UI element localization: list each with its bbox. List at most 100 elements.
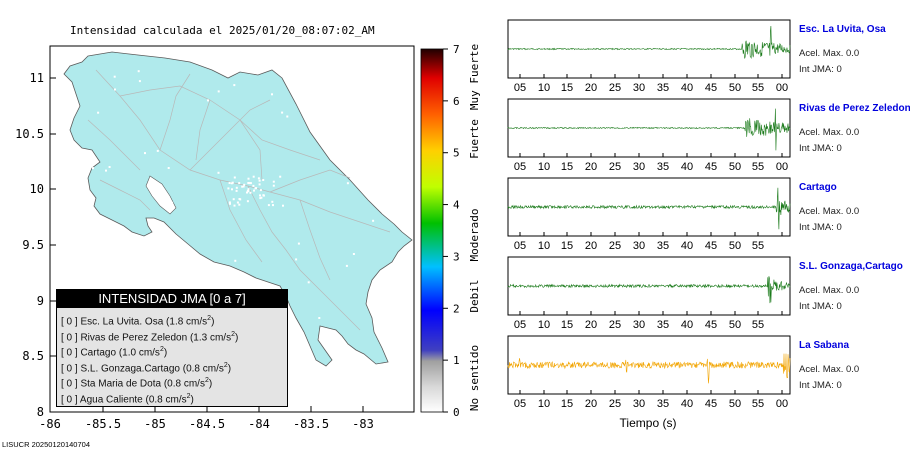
locality-point [233, 176, 236, 179]
map-x-tick-label: -85.5 [85, 417, 121, 431]
locality-point [252, 184, 255, 187]
intensity-scale-categories: Muy Fuerte Fuerte Moderado Debil No sentido [468, 44, 481, 411]
seismogram-tick-label: 15 [561, 161, 573, 173]
seismogram-trace [507, 353, 791, 384]
station-name: Rivas de Perez Zeledon [799, 103, 910, 114]
seismogram-tick-label: 20 [585, 240, 597, 252]
legend-rows: [ 0 ] Esc. La Uvita. Osa (1.8 cm/s2)[ 0 … [57, 308, 287, 405]
legend-value: (0.8 cm/s [145, 394, 187, 406]
seismogram-tick-label: 45 [705, 398, 717, 410]
locality-point [258, 179, 261, 182]
legend-jma: [ 0 ] [61, 394, 80, 406]
seismogram-tick-label: 50 [729, 82, 741, 94]
locality-point [307, 281, 310, 284]
map-x-tick-label: -86 [39, 417, 61, 431]
seismogram-tick-label: 10 [538, 319, 550, 331]
seismogram-tick-label: 25 [609, 319, 621, 331]
legend-value: (1.3 cm/s [189, 331, 232, 343]
locality-point [92, 274, 95, 277]
seismogram-tick-label: 00 [776, 398, 788, 410]
seismogram-tick-label: 50 [729, 240, 741, 252]
legend-station: Cartago [80, 347, 119, 359]
locality-point [217, 90, 220, 93]
station-name: Esc. La Uvita, Osa [799, 24, 886, 35]
station-name: La Sabana [799, 340, 850, 351]
seismogram-tick-label: 35 [657, 161, 669, 173]
seismogram-tick-label: 50 [729, 319, 741, 331]
locality-point [297, 242, 300, 245]
locality-point [252, 175, 255, 178]
station-name: S.L. Gonzaga,Cartago [799, 261, 903, 272]
intensity-scale: 7 6 5 4 3 2 1 0 Muy Fuerte Fuerte Moderado Debil No… [420, 43, 481, 419]
locality-point [234, 259, 237, 262]
locality-point [259, 194, 261, 197]
locality-point [167, 167, 170, 169]
map-x-tick-label: -84.5 [189, 417, 225, 431]
gulf-of-nicoya [145, 175, 177, 215]
locality-point [235, 189, 238, 192]
locality-point [92, 167, 94, 170]
locality-point [246, 200, 249, 203]
locality-point [247, 177, 250, 180]
station-jma: Int JMA: 0 [799, 222, 842, 233]
locality-point [137, 70, 140, 73]
seismogram-tick-label: 05 [514, 161, 526, 173]
locality-point [138, 80, 141, 83]
map-y-tick-label: 9 [37, 294, 44, 308]
seismogram-panel: 05 10 15 20 25 30 35 40 45 50 55 00 [507, 19, 791, 94]
scale-tick-label: 7 [453, 43, 460, 56]
seismogram-tick-label: 30 [633, 398, 645, 410]
seismogram-tick-label: 15 [561, 398, 573, 410]
legend-station: Rivas de Perez Zeledon [80, 331, 190, 343]
station-jma: Int JMA: 0 [799, 143, 842, 154]
locality-point [232, 198, 235, 201]
locality-point [113, 75, 116, 78]
map-y-tick-label: 8.5 [22, 349, 44, 363]
scale-tick-label: 0 [453, 406, 460, 419]
seismogram-tick-label: 55 [752, 398, 764, 410]
locality-point [207, 99, 209, 102]
legend-unit-exp: 2 [186, 392, 191, 400]
locality-point [246, 191, 248, 194]
station-jma: Int JMA: 0 [799, 64, 842, 75]
intensity-colorbar [420, 48, 444, 413]
seismogram-tick-label: 55 [752, 319, 764, 331]
scale-category-label: Moderado [468, 209, 481, 262]
legend-value: (1.0 cm/s [118, 347, 160, 359]
scale-tick-label: 1 [453, 354, 460, 367]
legend-jma: [ 0 ] [61, 331, 81, 343]
seismogram-tick-label: 20 [585, 82, 597, 94]
legend-jma: [ 0 ] [61, 347, 81, 359]
legend-row: [ 0 ] Agua Caliente (0.8 cm/s2) [61, 392, 194, 406]
scale-category-label: Fuerte [468, 119, 481, 159]
locality-point [259, 197, 262, 200]
locality-point [249, 182, 252, 185]
map-x-tick-label: -83 [352, 417, 374, 431]
seismogram-tick-label: 40 [681, 398, 693, 410]
map-y-tick-label: 10.5 [15, 127, 44, 141]
map-x-tick-label: -84 [248, 417, 270, 431]
legend-value: (0.8 cm/s [182, 363, 224, 375]
locality-point [171, 201, 174, 204]
locality-point [144, 152, 146, 155]
map-y-tick-label: 9.5 [22, 238, 44, 252]
locality-point [352, 253, 355, 255]
legend-jma: [ 0 ] [61, 316, 81, 328]
seismogram-tick-label: 35 [657, 82, 669, 94]
seismogram-tick-label: 50 [729, 398, 741, 410]
legend-station: Agua Caliente [79, 394, 146, 406]
seismogram-tick-label: 45 [705, 161, 717, 173]
legend-value: (0.8 cm/s [163, 378, 205, 390]
map-frame [49, 45, 415, 413]
locality-point [272, 184, 275, 187]
scale-tick-label: 4 [453, 199, 460, 212]
seismogram-tick-label: 25 [609, 82, 621, 94]
legend-row: [ 0 ] S.L. Gonzaga.Cartago (0.8 cm/s2) [61, 361, 232, 375]
locality-point [249, 191, 252, 194]
locality-point [259, 189, 262, 192]
road-network [87, 69, 391, 331]
locality-point [295, 258, 298, 261]
locality-point [272, 180, 275, 183]
station-accel: Acel. Max. 0.0 [799, 206, 860, 217]
seismogram-panel: 05 10 15 20 25 30 35 40 45 50 55 00 [507, 98, 791, 173]
